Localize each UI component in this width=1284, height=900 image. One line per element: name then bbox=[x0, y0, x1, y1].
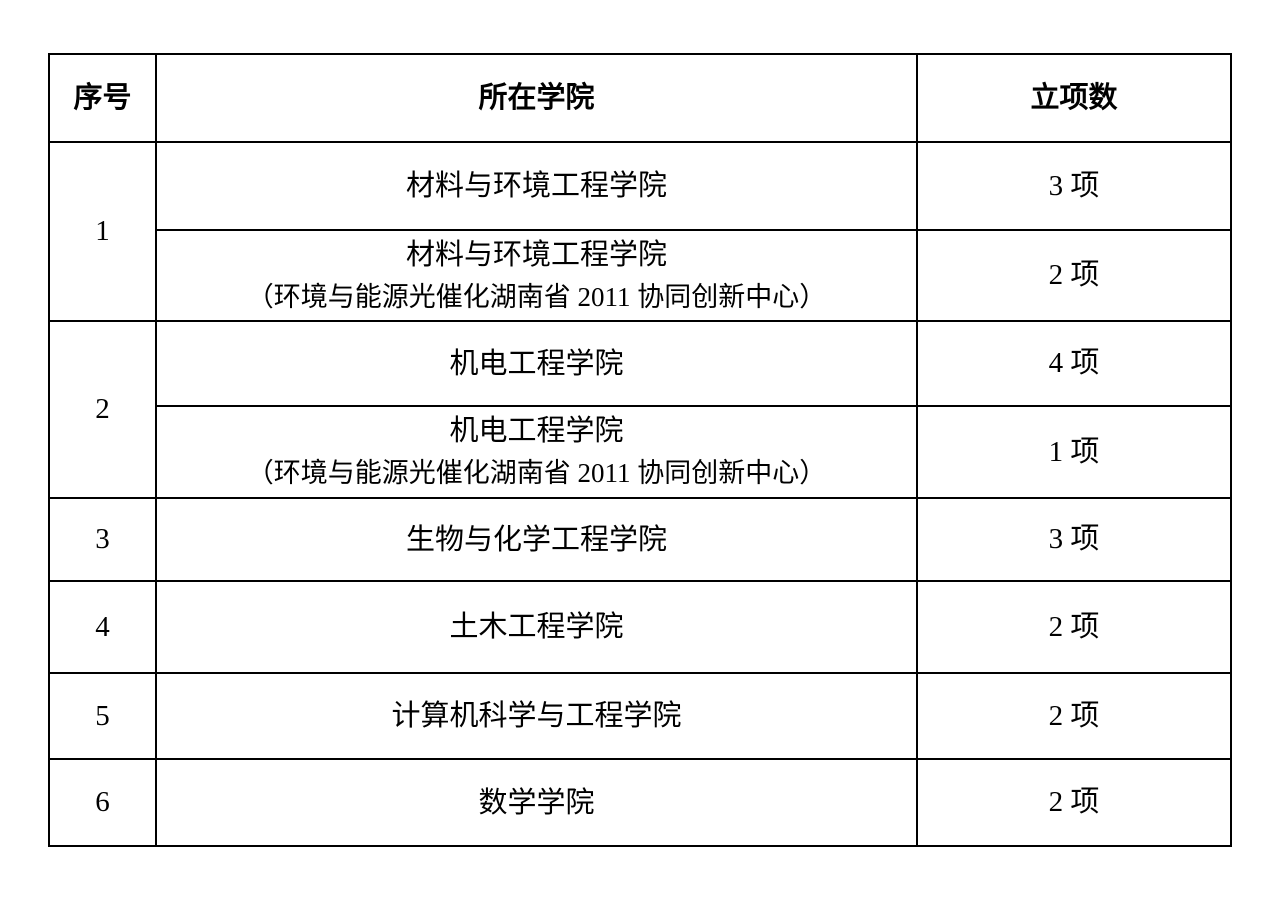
college-name: 材料与环境工程学院 bbox=[405, 238, 667, 271]
cell-college: 材料与环境工程学院 （环境与能源光催化湖南省 2011 协同创新中心） bbox=[155, 229, 918, 322]
cell-college: 机电工程学院 bbox=[155, 320, 918, 407]
column-header-count: 立项数 bbox=[916, 53, 1232, 143]
cell-college: 生物与化学工程学院 bbox=[155, 497, 918, 582]
project-approval-table: 序号 所在学院 立项数 1 材料与环境工程学院 3 项 材料与环境工程学院 （环… bbox=[48, 53, 1232, 847]
college-name: 机电工程学院 bbox=[449, 415, 624, 447]
cell-index: 5 bbox=[48, 672, 157, 760]
cell-college: 土木工程学院 bbox=[155, 580, 918, 674]
cell-count: 3 项 bbox=[916, 141, 1232, 231]
cell-count: 1 项 bbox=[916, 405, 1232, 499]
table-row: 6 数学学院 2 项 bbox=[48, 758, 1232, 847]
cell-index: 2 bbox=[48, 320, 157, 499]
college-name: 计算机科学与工程学院 bbox=[391, 700, 682, 732]
cell-index: 6 bbox=[48, 758, 157, 847]
table-row: 机电工程学院 （环境与能源光催化湖南省 2011 协同创新中心） 1 项 bbox=[49, 405, 1232, 499]
college-name: 生物与化学工程学院 bbox=[405, 523, 667, 556]
cell-count: 4 项 bbox=[916, 320, 1232, 407]
column-header-index: 序号 bbox=[48, 53, 157, 143]
cell-college: 数学学院 bbox=[155, 758, 918, 847]
table-header-row: 序号 所在学院 立项数 bbox=[48, 53, 1232, 143]
cell-index: 4 bbox=[48, 580, 157, 674]
table-row: 3 生物与化学工程学院 3 项 bbox=[48, 497, 1232, 582]
college-name: 材料与环境工程学院 bbox=[405, 170, 667, 202]
cell-index: 3 bbox=[48, 497, 157, 582]
college-note: （环境与能源光催化湖南省 2011 协同创新中心） bbox=[246, 281, 827, 312]
table-row: 1 材料与环境工程学院 3 项 bbox=[48, 141, 1232, 322]
college-note: （环境与能源光催化湖南省 2011 协同创新中心） bbox=[246, 458, 827, 488]
college-name: 机电工程学院 bbox=[449, 347, 624, 380]
table-row: 材料与环境工程学院 （环境与能源光催化湖南省 2011 协同创新中心） 2 项 bbox=[49, 229, 1232, 322]
cell-count: 2 项 bbox=[916, 758, 1232, 847]
cell-count: 3 项 bbox=[916, 497, 1232, 582]
column-header-college: 所在学院 bbox=[155, 53, 918, 143]
cell-college: 计算机科学与工程学院 bbox=[155, 672, 918, 760]
table-row: 2 机电工程学院 4 项 bbox=[48, 320, 1232, 499]
cell-index: 1 bbox=[48, 141, 157, 322]
cell-count: 2 项 bbox=[916, 672, 1232, 760]
college-name: 土木工程学院 bbox=[449, 611, 624, 643]
cell-count: 2 项 bbox=[916, 229, 1232, 322]
cell-count: 2 项 bbox=[916, 580, 1232, 674]
cell-college: 材料与环境工程学院 bbox=[155, 141, 918, 231]
table-row: 5 计算机科学与工程学院 2 项 bbox=[48, 672, 1232, 760]
college-name: 数学学院 bbox=[478, 786, 595, 819]
cell-college: 机电工程学院 （环境与能源光催化湖南省 2011 协同创新中心） bbox=[155, 405, 918, 499]
table-row: 4 土木工程学院 2 项 bbox=[48, 580, 1232, 674]
